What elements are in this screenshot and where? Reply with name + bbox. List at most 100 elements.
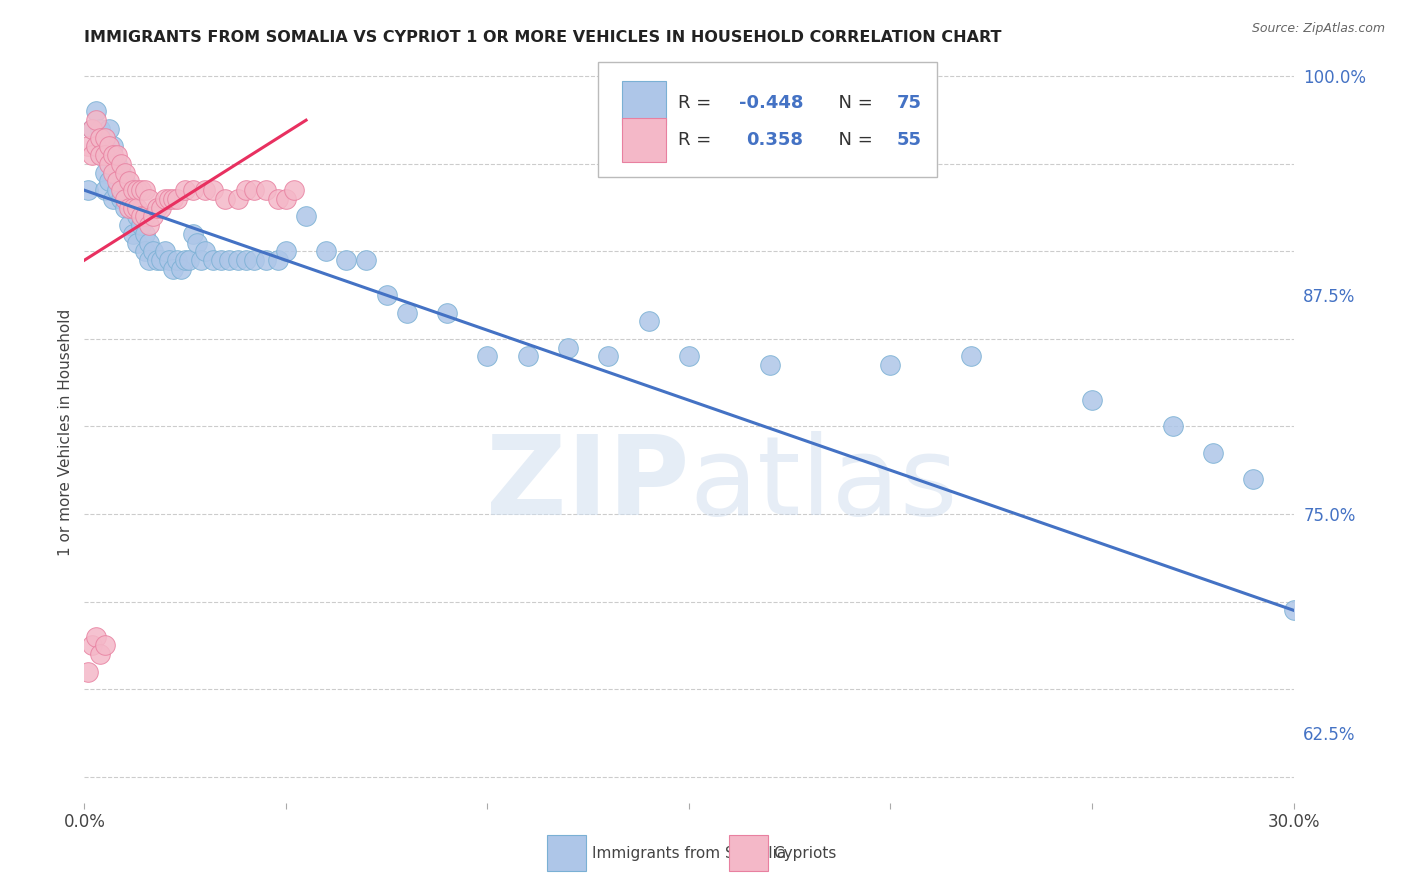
Point [125,201,148,215]
Point [114,166,136,180]
Point [89,148,111,162]
Text: ZIP: ZIP [485,431,689,538]
Point [86,104,108,119]
Point [214,192,236,206]
Point [157,253,180,268]
Point [110,192,132,206]
Point [1202,446,1225,460]
Point [960,350,983,364]
Point [93,638,115,652]
Point [89,122,111,136]
Point [142,210,165,224]
Point [153,244,176,259]
Point [516,350,538,364]
Point [93,139,115,153]
Point [110,166,132,180]
Point [274,244,297,259]
Point [101,148,124,162]
Point [118,218,141,232]
Point [97,148,120,162]
Point [170,262,193,277]
Point [254,183,277,197]
Text: Cypriots: Cypriots [773,846,837,861]
Point [149,253,172,268]
Point [879,358,901,372]
Point [375,288,398,302]
Point [86,139,108,153]
Point [162,262,184,277]
Point [598,350,620,364]
Point [86,139,108,153]
FancyBboxPatch shape [728,835,768,871]
Point [395,306,418,320]
Point [89,647,111,661]
Point [125,183,148,197]
Text: N =: N = [827,131,879,149]
Point [162,192,184,206]
Point [142,244,165,259]
Text: 75: 75 [897,94,922,112]
Point [202,183,225,197]
Point [118,174,141,188]
Text: Source: ZipAtlas.com: Source: ZipAtlas.com [1251,22,1385,36]
Point [678,350,700,364]
Point [254,253,277,268]
Point [86,113,108,128]
Point [138,253,160,268]
Point [146,201,169,215]
Point [125,210,148,224]
Point [242,183,264,197]
Point [121,227,143,241]
Point [235,253,257,268]
Point [105,148,128,162]
Point [114,192,136,206]
Point [82,148,104,162]
Point [181,227,204,241]
Point [105,157,128,171]
Point [242,253,264,268]
Point [93,166,115,180]
Point [118,183,141,197]
Point [118,201,141,215]
Text: R =: R = [678,131,723,149]
Point [77,139,100,153]
Point [97,139,120,153]
Point [86,630,108,644]
Point [105,183,128,197]
Point [101,139,124,153]
FancyBboxPatch shape [623,118,666,161]
Point [114,201,136,215]
Point [101,192,124,206]
Point [125,235,148,250]
Point [97,122,120,136]
Point [477,350,499,364]
Point [436,306,458,320]
Point [101,166,124,180]
Point [121,183,143,197]
Point [194,244,217,259]
Point [82,638,104,652]
Point [129,218,152,232]
Point [226,192,249,206]
Point [114,174,136,188]
Point [235,183,257,197]
FancyBboxPatch shape [547,835,586,871]
Point [186,235,208,250]
Point [129,183,152,197]
Text: -0.448: -0.448 [738,94,803,112]
Point [166,192,188,206]
Point [1081,393,1104,408]
Point [82,122,104,136]
Point [267,253,290,268]
Point [138,218,160,232]
Text: 55: 55 [897,131,922,149]
Point [267,192,290,206]
Point [209,253,232,268]
Point [149,201,172,215]
FancyBboxPatch shape [623,81,666,125]
Point [202,253,225,268]
Point [637,314,659,328]
Point [82,122,104,136]
Point [138,235,160,250]
Point [274,192,297,206]
